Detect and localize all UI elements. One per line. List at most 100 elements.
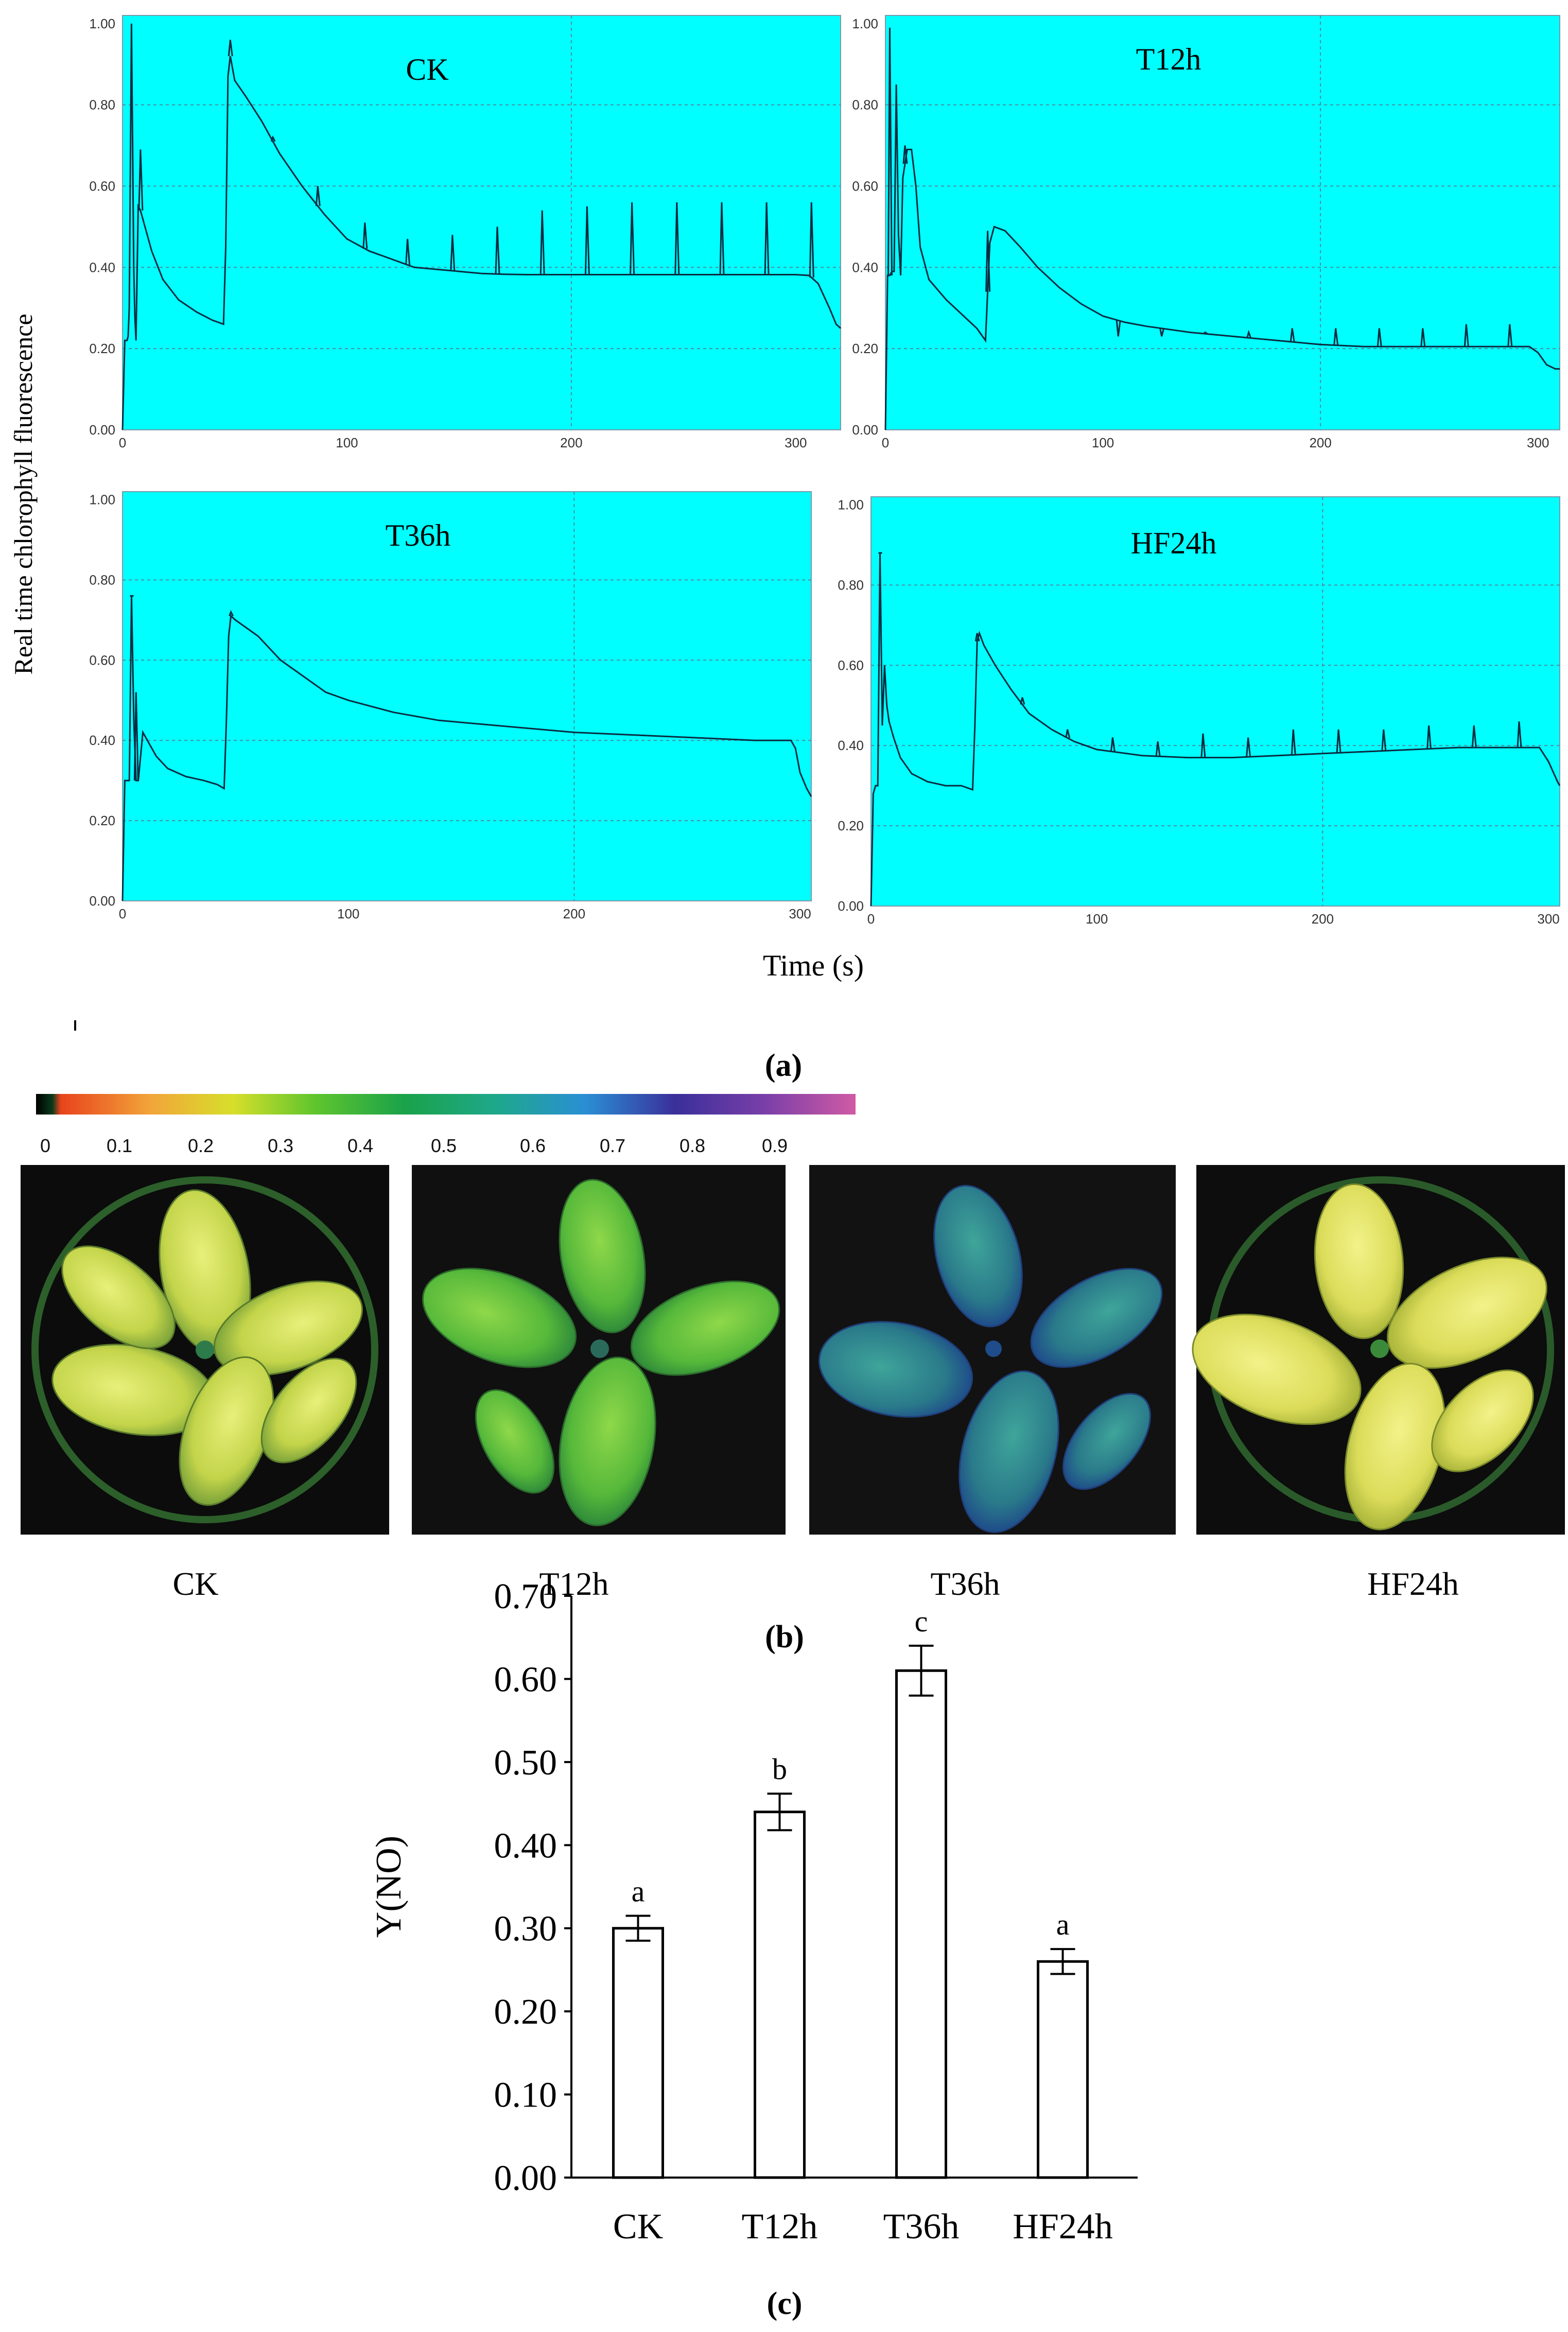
x-tick-label: 0 bbox=[867, 911, 875, 927]
plant-label-t36h: T36h bbox=[930, 1565, 1000, 1602]
line-chart-t12h: 0.00 0.20 0.40 0.60 0.80 1.00 0 100 200 300 T12h bbox=[852, 15, 1560, 450]
y-tick-label: 0.00 bbox=[838, 898, 864, 914]
plant-image-hf24h bbox=[1192, 1165, 1565, 1535]
y-tick-label: 0.60 bbox=[852, 178, 878, 194]
x-tick-label: 300 bbox=[1527, 435, 1549, 450]
colorbar: 0 0.1 0.2 0.3 0.4 0.5 0.6 0.7 0.8 0.9 bbox=[36, 1094, 856, 1156]
colorbar-tick-label: 0.6 bbox=[520, 1135, 546, 1156]
x-tick-label: 200 bbox=[563, 906, 585, 921]
colorbar-tick-label: 0.9 bbox=[762, 1135, 788, 1156]
plant-label-ck: CK bbox=[173, 1565, 219, 1602]
colorbar-gradient bbox=[36, 1094, 856, 1115]
pulse-spike bbox=[138, 149, 144, 211]
pulse-spike bbox=[1203, 331, 1208, 335]
pulse-spike bbox=[974, 633, 980, 641]
y-tick-label: 0.20 bbox=[852, 341, 878, 356]
pulse-spike bbox=[405, 238, 411, 265]
y-tick-label: 0.40 bbox=[89, 259, 115, 275]
plant-label-hf24h: HF24h bbox=[1367, 1565, 1459, 1602]
y-tick-label: 0.80 bbox=[838, 577, 864, 593]
y-tick-label: 0.00 bbox=[494, 2159, 557, 2198]
pulse-spike bbox=[450, 235, 456, 271]
y-tick-label: 0.20 bbox=[89, 813, 115, 828]
y-tick-label: 1.00 bbox=[89, 16, 115, 31]
pulse-spike bbox=[1155, 741, 1161, 757]
colorbar-tick-label: 0 bbox=[40, 1135, 50, 1156]
significance-letter: a bbox=[632, 1875, 645, 1908]
pulse-spike bbox=[1246, 737, 1251, 757]
y-tick-label: 0.00 bbox=[852, 422, 878, 438]
pulse-spike bbox=[1333, 328, 1339, 345]
pulse-spike bbox=[584, 206, 590, 275]
plant-leaves-t36h bbox=[818, 1185, 1163, 1533]
y-tick-label: 0.60 bbox=[838, 657, 864, 673]
y-tick-label: 0.60 bbox=[89, 178, 115, 194]
colorbar-tick-label: 0.2 bbox=[188, 1135, 214, 1156]
x-tick-label: T12h bbox=[742, 2207, 818, 2247]
y-axis-label: Y(NO) bbox=[369, 1836, 409, 1938]
x-tick-label: HF24h bbox=[1013, 2207, 1112, 2247]
pulse-spike bbox=[133, 692, 139, 781]
panel-label-c: (c) bbox=[767, 2286, 803, 2321]
pulse-spike bbox=[539, 210, 545, 275]
x-tick-label: 100 bbox=[1092, 435, 1114, 450]
panel-title: CK bbox=[406, 53, 448, 86]
panel-title: T36h bbox=[386, 518, 451, 552]
x-tick-label: 200 bbox=[1312, 911, 1334, 927]
pulse-spike bbox=[1420, 328, 1426, 347]
pulse-spike bbox=[495, 227, 500, 274]
ylabel-a: Real time chlorophyll fluorescence bbox=[9, 314, 38, 674]
x-tick-label: 300 bbox=[1537, 911, 1559, 927]
pulse-spike bbox=[1291, 729, 1296, 755]
y-tick-label: 0.20 bbox=[494, 1992, 557, 2032]
x-tick-label: 0 bbox=[119, 435, 126, 450]
pulse-spike bbox=[902, 145, 908, 164]
pulse-spike bbox=[1471, 725, 1477, 748]
pulse-spike bbox=[1110, 737, 1116, 752]
pulse-spike bbox=[362, 222, 368, 249]
bar bbox=[895, 1669, 947, 2179]
x-tick-label: CK bbox=[613, 2207, 663, 2247]
line-chart-t36h: 0.00 0.20 0.40 0.60 0.80 1.00 0 100 200 300 T36h bbox=[89, 491, 812, 921]
y-tick-label: 0.00 bbox=[89, 422, 115, 438]
pulse-spike bbox=[887, 27, 893, 276]
y-tick-label: 1.00 bbox=[838, 497, 864, 513]
plant-leaves-ck bbox=[51, 1189, 363, 1506]
plant-leaves-t12h bbox=[422, 1179, 780, 1526]
colorbar-ticks: 0 0.1 0.2 0.3 0.4 0.5 0.6 0.7 0.8 0.9 bbox=[40, 1135, 788, 1156]
pulse-spike bbox=[1159, 328, 1165, 337]
bar bbox=[612, 1927, 664, 2179]
pulse-spike bbox=[270, 135, 276, 142]
pulse-spike bbox=[315, 186, 321, 206]
y-tick-label: 0.00 bbox=[89, 893, 115, 909]
x-tick-label: 200 bbox=[560, 435, 582, 450]
pulse-spike bbox=[719, 202, 725, 275]
y-tick-label: 0.80 bbox=[852, 97, 878, 113]
y-tick-label: 0.40 bbox=[494, 1826, 557, 1866]
pulse-spike bbox=[1065, 729, 1071, 738]
pulse-spike bbox=[764, 202, 770, 275]
pulse-spike bbox=[985, 231, 991, 292]
pulse-spike bbox=[1290, 328, 1295, 342]
x-tick-label: 100 bbox=[336, 435, 358, 450]
x-tick-label: 0 bbox=[882, 435, 889, 450]
fluorescence-trace bbox=[870, 553, 1561, 907]
colorbar-tick-label: 0.8 bbox=[680, 1135, 705, 1156]
x-tick-label: 300 bbox=[789, 906, 811, 921]
fluorescence-trace bbox=[121, 23, 842, 430]
plant-label-t12h: T12h bbox=[539, 1565, 608, 1602]
pulse-spike bbox=[630, 202, 635, 275]
y-tick-label: 0.10 bbox=[494, 2076, 557, 2115]
panel-title: HF24h bbox=[1131, 526, 1217, 560]
x-tick-label: 300 bbox=[785, 435, 807, 450]
x-tick-label: 200 bbox=[1309, 435, 1331, 450]
panel-label-b: (b) bbox=[765, 1620, 804, 1655]
y-tick-label: 0.40 bbox=[852, 259, 878, 275]
panel-title: T12h bbox=[1136, 42, 1201, 76]
bar bbox=[754, 1811, 806, 2179]
pulse-spike bbox=[809, 202, 814, 278]
y-tick-label: 0.50 bbox=[494, 1743, 557, 1783]
y-tick-label: 0.80 bbox=[89, 97, 115, 113]
pulse-spike bbox=[1246, 329, 1252, 338]
